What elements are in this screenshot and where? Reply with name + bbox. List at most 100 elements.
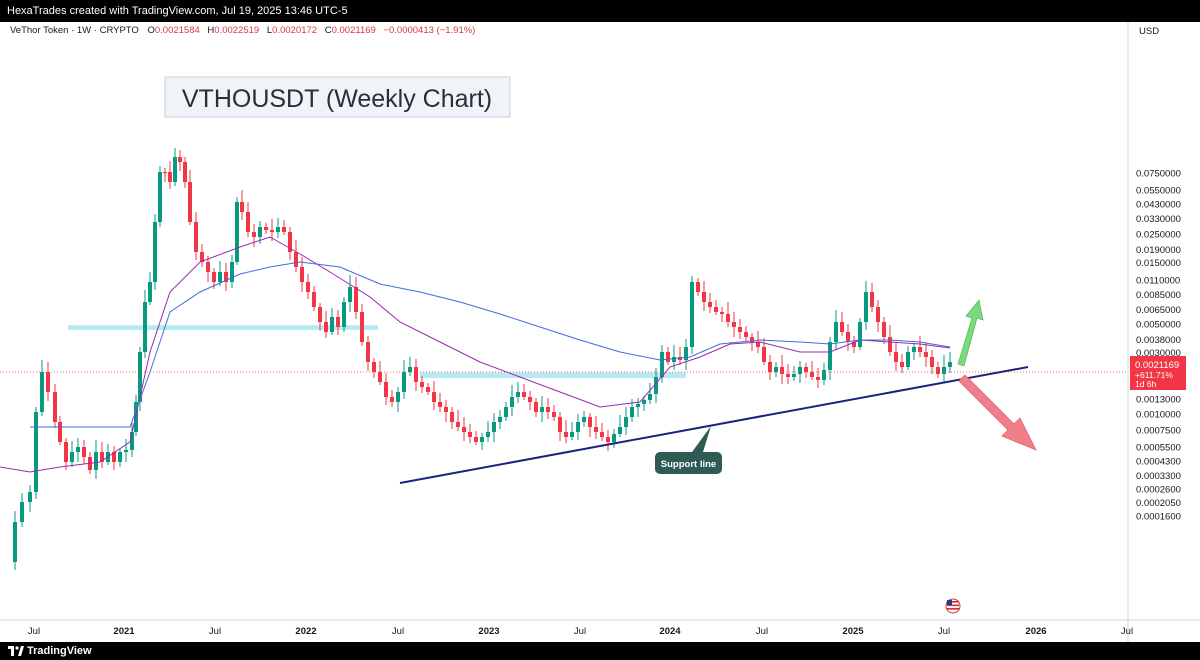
last-price-value: 0.0021169 — [1135, 360, 1179, 371]
candle-body — [744, 332, 748, 337]
candle-body — [53, 392, 57, 422]
candle-body — [834, 322, 838, 342]
candle-body — [642, 400, 646, 404]
candle-body — [864, 292, 868, 322]
candle-body — [498, 417, 502, 422]
candle-body — [930, 357, 934, 367]
attribution-bar: HexaTrades created with TradingView.com,… — [0, 0, 1200, 22]
candle-body — [630, 407, 634, 417]
candle-body — [696, 282, 700, 292]
price-chart[interactable]: VeThor Token · 1W · CRYPTO O0.0021584 H0… — [0, 22, 1200, 642]
candle-body — [606, 437, 610, 442]
candle-body — [138, 352, 142, 402]
y-tick-label: 0.0065000 — [1136, 305, 1181, 316]
candle-body — [264, 227, 268, 230]
y-tick-label: 0.0005500 — [1136, 443, 1181, 454]
candle-body — [240, 202, 244, 212]
candle-body — [224, 272, 228, 282]
candle-body — [194, 222, 198, 252]
candle-body — [564, 432, 568, 437]
candle-body — [570, 432, 574, 437]
candle-body — [918, 347, 922, 352]
candle-body — [432, 392, 436, 402]
candle-body — [444, 407, 448, 412]
y-tick-label: 0.0010000 — [1136, 409, 1181, 420]
candle-body — [666, 352, 670, 362]
candle-body — [522, 392, 526, 397]
zones-layer — [68, 325, 686, 379]
candle-body — [690, 282, 694, 347]
candle-body — [810, 372, 814, 377]
moving-average-line — [30, 261, 951, 428]
candle-body — [312, 292, 316, 307]
candle-body — [76, 447, 80, 452]
candle-body — [882, 322, 886, 337]
candle-body — [654, 377, 658, 394]
candle-body — [235, 202, 239, 262]
x-tick-label: 2022 — [295, 626, 316, 637]
x-tick-label: Jul — [938, 626, 950, 637]
candle-body — [143, 302, 147, 352]
price-axis: 0.0750000 0.0550000 0.0430000 0.0330000 0.02… — [1136, 168, 1181, 522]
y-tick-label: 0.0050000 — [1136, 320, 1181, 331]
candle-body — [462, 427, 466, 432]
axis-currency: USD — [1139, 26, 1159, 37]
candle-body — [183, 162, 187, 182]
candle-body — [94, 452, 98, 470]
us-flag-icon — [945, 598, 961, 614]
candle-body — [942, 367, 946, 374]
candle-body — [178, 157, 182, 162]
candle-body — [13, 522, 17, 562]
candle-body — [894, 352, 898, 362]
candle-body — [528, 397, 532, 402]
support-trendline[interactable] — [399, 366, 1029, 484]
y-tick-label: 0.0002600 — [1136, 485, 1181, 496]
candle-body — [870, 292, 874, 307]
candle-body — [408, 367, 412, 372]
chart-area[interactable]: VeThor Token · 1W · CRYPTO O0.0021584 H0… — [0, 22, 1200, 642]
candle-body — [438, 402, 442, 407]
candle-body — [804, 367, 808, 372]
y-tick-label: 0.0007500 — [1136, 425, 1181, 436]
x-tick-label: Jul — [28, 626, 40, 637]
candle-body — [936, 367, 940, 374]
candle-body — [173, 157, 177, 182]
candle-body — [546, 407, 550, 412]
candle-body — [28, 492, 32, 502]
candle-body — [468, 432, 472, 437]
legend-high: 0.0022519 — [214, 25, 259, 36]
candle-body — [112, 452, 116, 462]
candle-body — [510, 397, 514, 407]
candle-body — [414, 367, 418, 382]
candle-body — [924, 352, 928, 357]
moving-average-line — [0, 236, 951, 473]
candle-body — [348, 287, 352, 302]
candle-body — [912, 347, 916, 352]
candle-body — [852, 342, 856, 347]
candle-body — [516, 392, 520, 397]
candle-body — [684, 347, 688, 360]
candle-body — [534, 402, 538, 412]
candle-body — [624, 417, 628, 427]
candle-body — [324, 322, 328, 332]
x-tick-label: 2024 — [659, 626, 681, 637]
candle-body — [354, 287, 358, 312]
x-tick-label: Jul — [1121, 626, 1133, 637]
y-tick-label: 0.0150000 — [1136, 258, 1181, 269]
x-tick-label: Jul — [756, 626, 768, 637]
candle-body — [258, 227, 262, 237]
plot-background — [0, 22, 1128, 620]
candle-body — [336, 317, 340, 327]
bullish-arrow — [957, 299, 984, 367]
candle-body — [756, 342, 760, 347]
candle-body — [798, 367, 802, 374]
candle-body — [618, 427, 622, 434]
candle-body — [456, 422, 460, 427]
candle-body — [576, 422, 580, 432]
moving-averages-layer — [0, 236, 951, 473]
candle-body — [708, 302, 712, 307]
candle-body — [163, 172, 167, 174]
y-tick-label: 0.0030000 — [1136, 348, 1181, 359]
candle-body — [360, 312, 364, 342]
candle-body — [888, 337, 892, 352]
